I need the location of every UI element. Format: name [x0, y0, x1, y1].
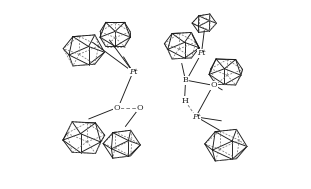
Text: H: H — [181, 97, 188, 105]
Text: O: O — [114, 104, 120, 112]
Text: O: O — [211, 81, 217, 89]
Text: Pt: Pt — [197, 49, 206, 57]
Text: O: O — [136, 104, 143, 112]
Text: Pt: Pt — [129, 68, 137, 76]
Text: B: B — [183, 76, 188, 84]
Text: Pt: Pt — [193, 113, 201, 121]
